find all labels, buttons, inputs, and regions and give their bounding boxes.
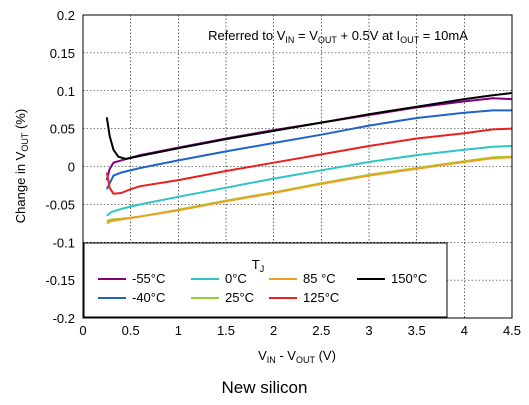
legend-box: [83, 242, 448, 318]
legend-label: 85 °C: [303, 271, 336, 286]
legend-title: TJ: [252, 257, 264, 274]
legend-label: 25°C: [225, 290, 254, 305]
y-tick-label: -0.1: [53, 235, 75, 250]
legend-label: -40°C: [132, 290, 165, 305]
x-tick-label: 4.5: [503, 323, 521, 338]
x-tick-label: 4: [461, 323, 468, 338]
y-tick-label: -0.2: [53, 311, 75, 326]
legend-label: 150°C: [391, 271, 427, 286]
series-line: [105, 127, 513, 195]
chart: 0 0.5 1 1.5 2 2.5 3 3.5 4 4.5 0.2 0.15 0.1 0.05 0 -0.05…: [13, 8, 521, 365]
annotation: Referred to VIN = VOUT + 0.5V at IOUT = …: [208, 28, 468, 45]
legend: TJ -55°C 0°C 85 °C 150°C -40°C 25°C 125°C: [83, 242, 448, 318]
x-tick-label: 3: [365, 323, 372, 338]
y-tick-label: -0.15: [45, 273, 75, 288]
x-tick-label: 0.5: [122, 323, 140, 338]
series-layer: [105, 92, 513, 225]
y-tick-label: 0.15: [50, 46, 75, 61]
series-line: [105, 109, 512, 190]
legend-label: 125°C: [303, 290, 339, 305]
x-axis-title: VIN - VOUT (V): [258, 348, 336, 365]
plot-frame: [82, 14, 513, 319]
x-tick-label: 0: [79, 323, 86, 338]
y-tick-label: 0: [68, 160, 75, 175]
y-axis-title: Change in VOUT (%): [13, 109, 30, 223]
grid: [83, 15, 512, 318]
x-tick-label: 1.5: [217, 323, 235, 338]
y-tick-label: 0.2: [57, 8, 75, 23]
y-tick-label: -0.05: [45, 197, 75, 212]
series-line: [105, 97, 513, 181]
legend-items: -55°C 0°C 85 °C 150°C -40°C 25°C 125°C: [98, 271, 427, 305]
series-line: [105, 92, 513, 160]
tick-labels: 0 0.5 1 1.5 2 2.5 3 3.5 4 4.5 0.2 0.15 0.1 0.05 0 -0.05…: [45, 8, 521, 338]
x-tick-label: 1: [175, 323, 182, 338]
y-tick-label: 0.1: [57, 84, 75, 99]
x-tick-label: 2.5: [312, 323, 330, 338]
series-line: [106, 145, 513, 217]
caption: New silicon: [221, 378, 308, 397]
x-tick-label: 3.5: [408, 323, 426, 338]
y-tick-label: 0.05: [50, 122, 75, 137]
legend-label: -55°C: [132, 271, 165, 286]
legend-label: 0°C: [225, 271, 247, 286]
x-tick-label: 2: [270, 323, 277, 338]
series-line: [106, 156, 513, 225]
